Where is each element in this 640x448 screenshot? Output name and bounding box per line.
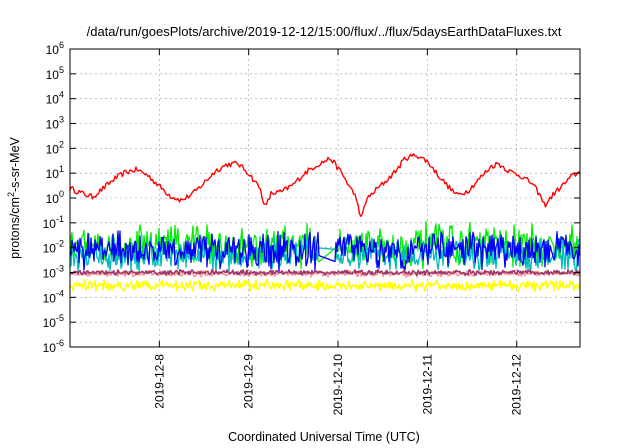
y-tick-label: 10-6 [43,338,64,355]
y-tick-label: 10-3 [43,264,64,281]
y-tick-label: 102 [46,139,64,156]
y-tick-label: 100 [46,189,64,206]
x-tick-label: 2019-12-12 [510,354,524,416]
y-axis-title: protons/cm2-s-sr-MeV [6,136,22,258]
y-tick-label: 103 [46,115,64,132]
x-tick-label: 2019-12-11 [420,354,434,415]
x-tick-label: 2019-12-8 [152,354,166,409]
y-tick-label: 10-1 [43,214,64,231]
series-line-4 [69,230,581,273]
x-axis-title: Coordinated Universal Time (UTC) [228,430,420,444]
y-tick-label: 101 [46,164,64,181]
y-tick-label: 104 [46,90,64,107]
y-axis-title-sup: 2 [6,192,16,197]
y-tick-label: 105 [46,65,64,82]
y-tick-label: 10-2 [43,239,64,256]
y-tick-label: 106 [46,40,64,57]
series-line-5 [69,278,581,293]
axes: 10-6 10-5 10-4 10-3 10-2 10-1 100 101 102 103 104 1… [43,40,580,415]
series-layer [69,153,581,293]
x-tick-label: 2019-12-9 [242,354,256,409]
y-axis-title-base: protons/cm [8,197,22,259]
chart-title: /data/run/goesPlots/archive/2019-12-12/1… [87,24,562,39]
y-tick-label: 10-4 [43,288,64,305]
y-tick-label: 10-5 [43,313,64,330]
x-tick-label: 2019-12-10 [331,354,345,416]
grid [70,49,580,347]
series-line-1 [69,153,581,218]
series-line-7 [69,268,581,277]
y-axis-title-rest: -s-sr-MeV [8,136,22,192]
